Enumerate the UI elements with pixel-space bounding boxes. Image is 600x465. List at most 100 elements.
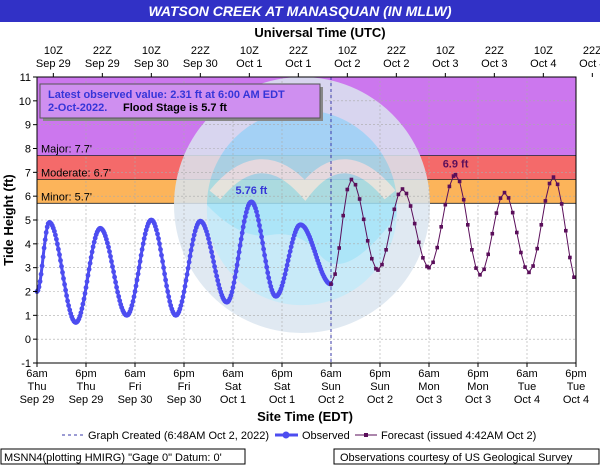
observed-point [191, 232, 197, 238]
forecast-point [341, 213, 345, 218]
y-tick-label: 6 [25, 191, 31, 203]
observed-point [54, 236, 59, 242]
observed-point [289, 240, 295, 246]
observed-point [263, 258, 269, 264]
observed-point [156, 236, 161, 242]
forecast-point [498, 196, 503, 200]
observed-point [110, 264, 115, 269]
forecast-point [408, 204, 413, 208]
observed-point [78, 310, 84, 316]
forecast-point [494, 211, 499, 215]
observed-point [187, 253, 193, 259]
observed-point [215, 278, 221, 283]
bottom-tick-label: Sun [321, 381, 341, 393]
forecast-point [380, 262, 384, 267]
forecast-point [421, 256, 425, 260]
observed-point [67, 307, 73, 313]
legend-observed-marker [282, 431, 290, 439]
bottom-tick-label: 6am [222, 368, 243, 380]
forecast-point [412, 221, 417, 226]
observed-point [58, 258, 63, 263]
forecast-point [568, 255, 572, 260]
observed-point [190, 237, 196, 243]
observed-point [155, 231, 160, 237]
observed-point [235, 256, 241, 261]
observed-point [209, 249, 215, 255]
observed-point [157, 241, 162, 247]
observed-point [285, 258, 291, 263]
observed-point [140, 241, 146, 247]
observed-point [83, 285, 89, 290]
observed-point [105, 240, 110, 246]
observed-point [43, 230, 49, 235]
forecast-point [376, 268, 380, 272]
observed-series-points [34, 199, 334, 325]
observed-point [189, 242, 195, 248]
bottom-tick-label: Sep 30 [167, 394, 202, 406]
forecast-point [427, 265, 431, 270]
y-tick-label: 1 [25, 310, 31, 322]
bottom-tick-label: Sep 29 [69, 394, 104, 406]
forecast-point [447, 184, 452, 189]
observed-point [36, 284, 42, 290]
observed-point [212, 264, 218, 269]
bottom-tick-label: Sat [225, 381, 242, 393]
observed-point [238, 236, 244, 242]
top-tick-label: Oct 2 [383, 58, 409, 70]
y-tick-label: 11 [20, 72, 31, 84]
top-tick-label: 10Z [436, 45, 455, 57]
y-tick-label: 2 [25, 287, 31, 299]
forecast-point [365, 239, 370, 243]
forecast-point [404, 191, 409, 196]
bottom-tick-label: Tue [518, 381, 537, 393]
observed-point [178, 303, 184, 308]
y-tick-label: 5 [25, 215, 31, 227]
observed-point [258, 228, 263, 234]
observed-point [164, 283, 170, 289]
observed-point [283, 267, 289, 273]
observed-point [167, 299, 173, 304]
y-tick-label: 7 [25, 167, 31, 179]
forecast-point [370, 256, 374, 261]
flood-label-major: Major: 7.7' [41, 144, 92, 156]
footer-right-box [333, 448, 600, 465]
y-tick-label: 9 [25, 120, 31, 132]
bottom-tick-label: Oct 1 [269, 394, 295, 406]
top-tick-label: Sep 29 [85, 58, 120, 70]
top-tick-label: 22Z [289, 45, 308, 57]
forecast-point [435, 245, 439, 250]
forecast-point [400, 187, 405, 191]
observed-point [39, 263, 45, 269]
observed-point [181, 289, 187, 295]
observed-point [130, 299, 136, 304]
forecast-point [555, 182, 560, 187]
observed-point [232, 274, 238, 280]
bottom-tick-label: 6pm [173, 368, 194, 380]
top-tick-label: Sep 30 [183, 58, 218, 70]
bottom-tick-label: 6am [516, 368, 537, 380]
bottom-tick-label: Sep 30 [118, 394, 153, 406]
observed-point [241, 219, 247, 224]
bottom-tick-label: Thu [77, 381, 96, 393]
info-flood-stage: Flood Stage is 5.7 ft [123, 102, 227, 114]
observed-point [290, 236, 296, 242]
observed-point [135, 271, 141, 277]
observed-point [136, 265, 142, 271]
forecast-point [457, 179, 462, 184]
observed-point [229, 289, 235, 295]
observed-point [80, 301, 86, 307]
observed-point [242, 214, 248, 220]
observed-point [184, 272, 190, 277]
observed-point [87, 260, 93, 266]
observed-point [182, 283, 188, 289]
forecast-point [345, 187, 350, 192]
observed-point [257, 223, 262, 228]
observed-point [55, 241, 60, 247]
observed-point [188, 247, 194, 253]
top-tick-label: Sep 30 [134, 58, 169, 70]
forecast-point [510, 210, 515, 215]
top-tick-label: Oct 1 [285, 58, 311, 70]
bottom-tick-label: 6am [320, 368, 341, 380]
